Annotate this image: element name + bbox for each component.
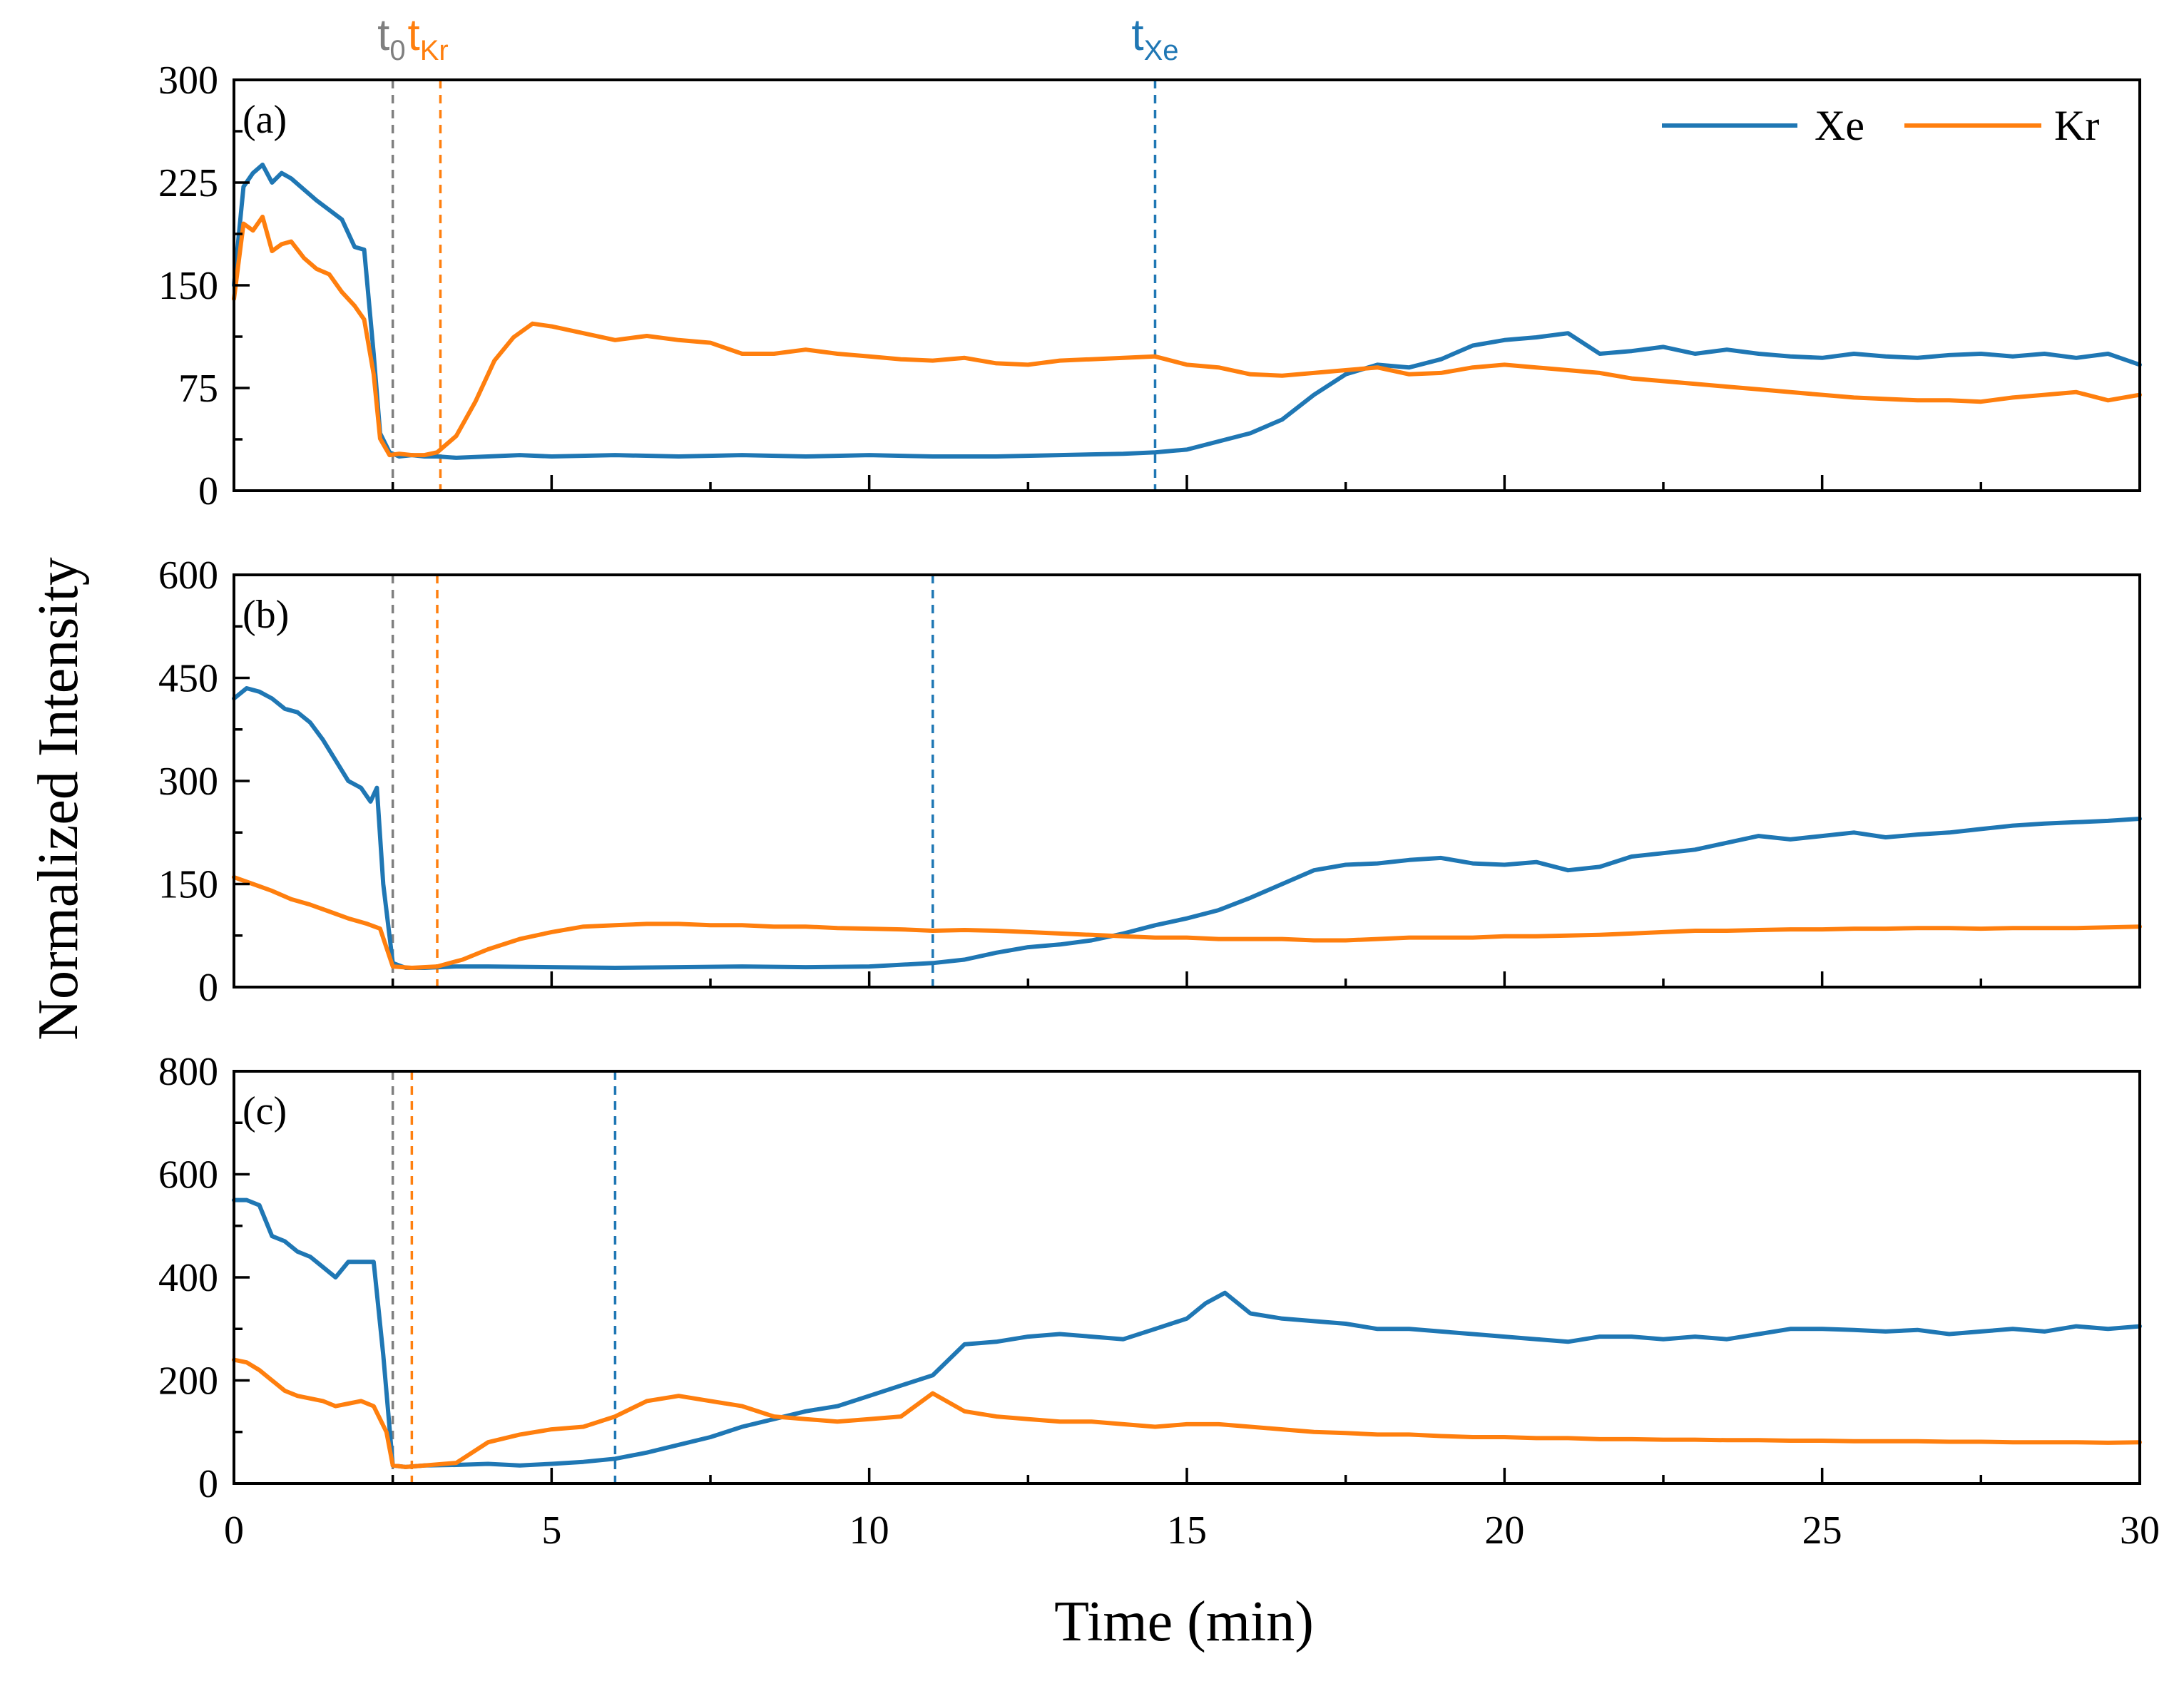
panel-label: (c) bbox=[243, 1089, 287, 1133]
panel-label: (a) bbox=[243, 98, 287, 142]
panels: 075150225300(a)0150300450600(b)020040060… bbox=[158, 58, 2160, 1553]
plot-frame bbox=[233, 1070, 2141, 1485]
series-kr bbox=[232, 874, 2142, 970]
y-tick-label: 400 bbox=[158, 1256, 218, 1300]
series-kr bbox=[232, 1357, 2142, 1469]
legend: Xe Kr bbox=[1662, 102, 2099, 149]
series-kr bbox=[232, 215, 2142, 458]
y-tick-label: 0 bbox=[198, 966, 218, 1010]
y-tick-label: 450 bbox=[158, 657, 218, 701]
series-xe bbox=[232, 163, 2142, 460]
marker-subscript: 0 bbox=[389, 35, 405, 66]
y-tick-label: 0 bbox=[198, 469, 218, 514]
top-markers: t0 tKr tXe bbox=[377, 11, 1178, 66]
x-tick-label: 0 bbox=[224, 1508, 244, 1553]
y-tick-label: 0 bbox=[198, 1462, 218, 1506]
x-tick-label: 15 bbox=[1167, 1508, 1207, 1553]
panel-a: 0 75 150 225 300 (a) bbox=[158, 58, 2142, 514]
marker-base: t bbox=[377, 11, 389, 60]
marker-subscript: Xe bbox=[1144, 35, 1179, 66]
marker-label-tXe: tXe bbox=[1131, 11, 1178, 66]
legend-label-xe: Xe bbox=[1815, 102, 1864, 149]
marker-base: t bbox=[1131, 11, 1143, 60]
marker-subscript: Kr bbox=[420, 35, 449, 66]
legend-label-kr: Kr bbox=[2054, 102, 2099, 149]
y-tick-label: 200 bbox=[158, 1359, 218, 1404]
x-tick-label: 30 bbox=[2120, 1508, 2160, 1553]
panel-label: (b) bbox=[243, 593, 289, 637]
y-tick-label: 150 bbox=[158, 863, 218, 907]
x-axis-title: Time (min) bbox=[1054, 1590, 1314, 1653]
y-tick-label: 225 bbox=[158, 161, 218, 205]
panel-c: 0 200 400 600 800 (c) 0 5 10 15 20 25 30 bbox=[158, 1050, 2160, 1553]
panel-b: 0 150 300 450 600 (b) bbox=[158, 553, 2142, 1010]
y-tick-label: 300 bbox=[158, 58, 218, 103]
series-xe bbox=[232, 686, 2142, 970]
plot-frame bbox=[233, 573, 2141, 989]
y-tick-label: 150 bbox=[158, 264, 218, 308]
series-xe bbox=[232, 1197, 2142, 1469]
y-axis-title: Normalized Intensity bbox=[27, 557, 90, 1041]
y-tick-label: 800 bbox=[158, 1050, 218, 1094]
marker-label-t0: t0 bbox=[377, 11, 405, 66]
marker-label-tKr: tKr bbox=[407, 11, 448, 66]
x-tick-label: 20 bbox=[1484, 1508, 1524, 1553]
x-tick-label: 5 bbox=[541, 1508, 561, 1553]
x-tick-label: 25 bbox=[1802, 1508, 1842, 1553]
y-tick-label: 75 bbox=[178, 367, 218, 411]
y-tick-label: 600 bbox=[158, 1153, 218, 1197]
marker-base: t bbox=[407, 11, 419, 60]
y-tick-label: 300 bbox=[158, 760, 218, 804]
y-tick-label: 600 bbox=[158, 553, 218, 598]
x-tick-label: 10 bbox=[849, 1508, 889, 1553]
